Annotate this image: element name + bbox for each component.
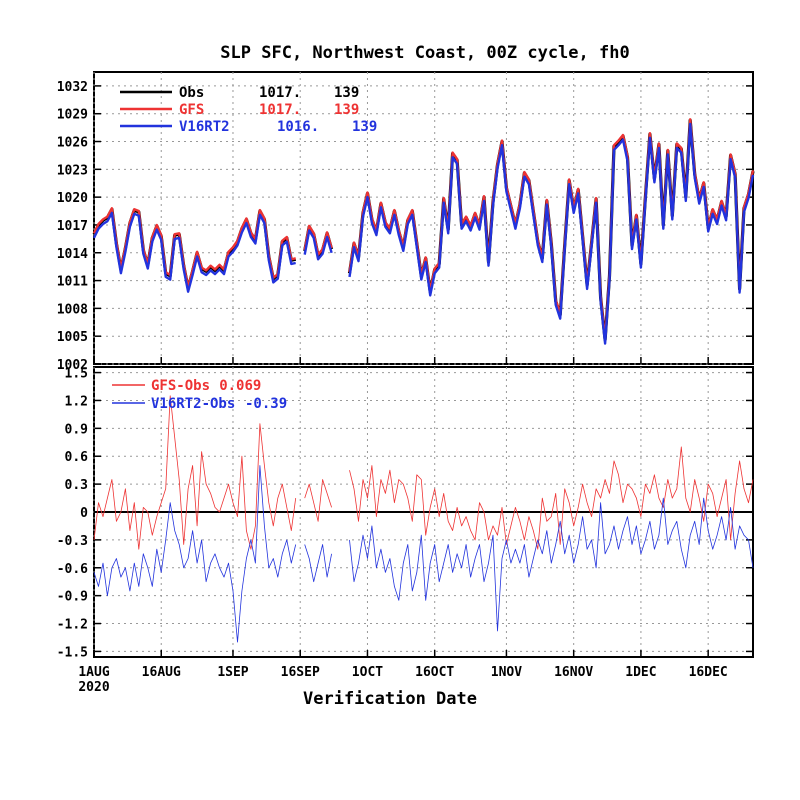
bottom-ytick-label: -1.2 <box>57 618 88 633</box>
top-panel: 1002 1005 1008 1011 1014 1017 1020 1023 1026 1029… <box>57 71 755 373</box>
v16rt2-obs-diff-line <box>304 544 332 583</box>
legend-entry-name: V16RT2 <box>179 119 230 135</box>
legend-entry-name: Obs <box>179 85 204 101</box>
v16rt2-obs-diff-line <box>349 497 754 632</box>
bottom-ytick-label: 0.6 <box>65 450 89 465</box>
top-ytick-label: 1026 <box>57 136 88 151</box>
xtick-label: 16AUG <box>142 665 181 680</box>
xtick-label: 1DEC <box>625 665 656 680</box>
legend-entry-mean: -0.39 <box>245 396 287 412</box>
top-ytick-label: 1005 <box>57 330 88 345</box>
x-axis-label: Verification Date <box>303 689 477 709</box>
v16rt2-obs-diff-line <box>93 465 297 643</box>
xtick-label: 1NOV <box>491 665 522 680</box>
bottom-ytick-label: 1.2 <box>65 394 88 409</box>
bottom-ytick-label: 0 <box>80 506 88 521</box>
top-ytick-label: 1020 <box>57 191 88 206</box>
top-ytick-label: 1002 <box>57 358 88 373</box>
legend-entry-mean: 0.069 <box>219 378 261 394</box>
bottom-ytick-label: 0.9 <box>65 422 88 437</box>
bottom-ytick-label: -1.5 <box>57 645 88 660</box>
xtick-label: 16DEC <box>689 665 728 680</box>
legend-entry-name: GFS-Obs <box>151 378 210 394</box>
xtick-label: 16OCT <box>415 665 454 680</box>
gfs-obs-diff-line <box>349 446 754 550</box>
bottom-ytick-label: -0.3 <box>57 534 88 549</box>
legend-entry-count: 139 <box>334 102 359 118</box>
legend-entry-mean: 1017. <box>259 85 301 101</box>
bottom-ytick-label: -0.9 <box>57 590 88 605</box>
bottom-ytick-label: -0.6 <box>57 562 88 577</box>
legend-entry-count: 139 <box>352 119 377 135</box>
gfs-obs-diff-line <box>304 479 332 522</box>
chart-title: SLP SFC, Northwest Coast, 00Z cycle, fh0 <box>220 43 629 63</box>
legend-entry-mean: 1017. <box>259 102 301 118</box>
top-ytick-label: 1032 <box>57 80 88 95</box>
v16rt2-series-line <box>303 229 333 261</box>
xtick-label: 1AUG <box>78 665 109 680</box>
top-ytick-label: 1011 <box>57 275 88 290</box>
bottom-ytick-label: 0.3 <box>65 478 88 493</box>
top-ytick-label: 1029 <box>57 108 88 123</box>
top-ytick-label: 1008 <box>57 302 88 317</box>
legend-entry-name: V16RT2-Obs <box>151 396 235 412</box>
gfs-series-line <box>92 207 296 289</box>
bottom-ytick-label: 1.5 <box>65 367 88 382</box>
legend-entry-mean: 1016. <box>277 119 319 135</box>
legend-entry-count: 139 <box>334 85 359 101</box>
v16rt2-series-line <box>92 211 296 293</box>
v16rt2-series-line <box>348 122 755 345</box>
xtick-label: 16SEP <box>281 665 320 680</box>
top-ytick-label: 1017 <box>57 219 88 234</box>
legend-entry-name: GFS <box>179 102 204 118</box>
xtick-year-label: 2020 <box>78 680 109 695</box>
top-ytick-label: 1014 <box>57 247 88 262</box>
gfs-obs-diff-line <box>93 395 297 550</box>
xtick-label: 1OCT <box>352 665 383 680</box>
bottom-panel: -1.5 -1.2 -0.9 -0.6 -0.3 0 0.3 0.6 0.9 1.2 1.5 1AUG… <box>57 366 754 695</box>
xtick-label: 1SEP <box>217 665 248 680</box>
top-ytick-label: 1023 <box>57 163 88 178</box>
xtick-label: 16NOV <box>554 665 593 680</box>
